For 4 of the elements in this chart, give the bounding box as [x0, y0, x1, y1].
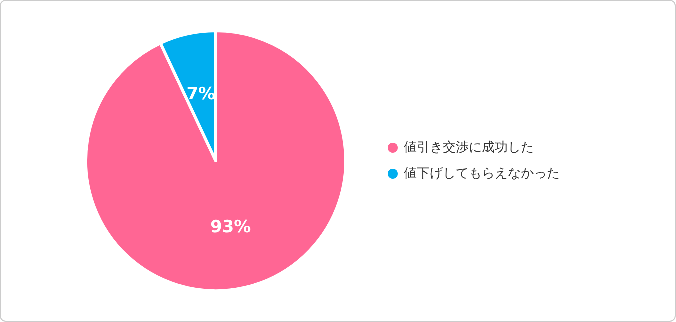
data-label: 7%	[186, 84, 216, 105]
data-label: 93%	[210, 217, 252, 238]
legend-label: 値下げしてもらえなかった	[404, 166, 560, 182]
legend-label: 値引き交渉に成功した	[404, 140, 534, 156]
